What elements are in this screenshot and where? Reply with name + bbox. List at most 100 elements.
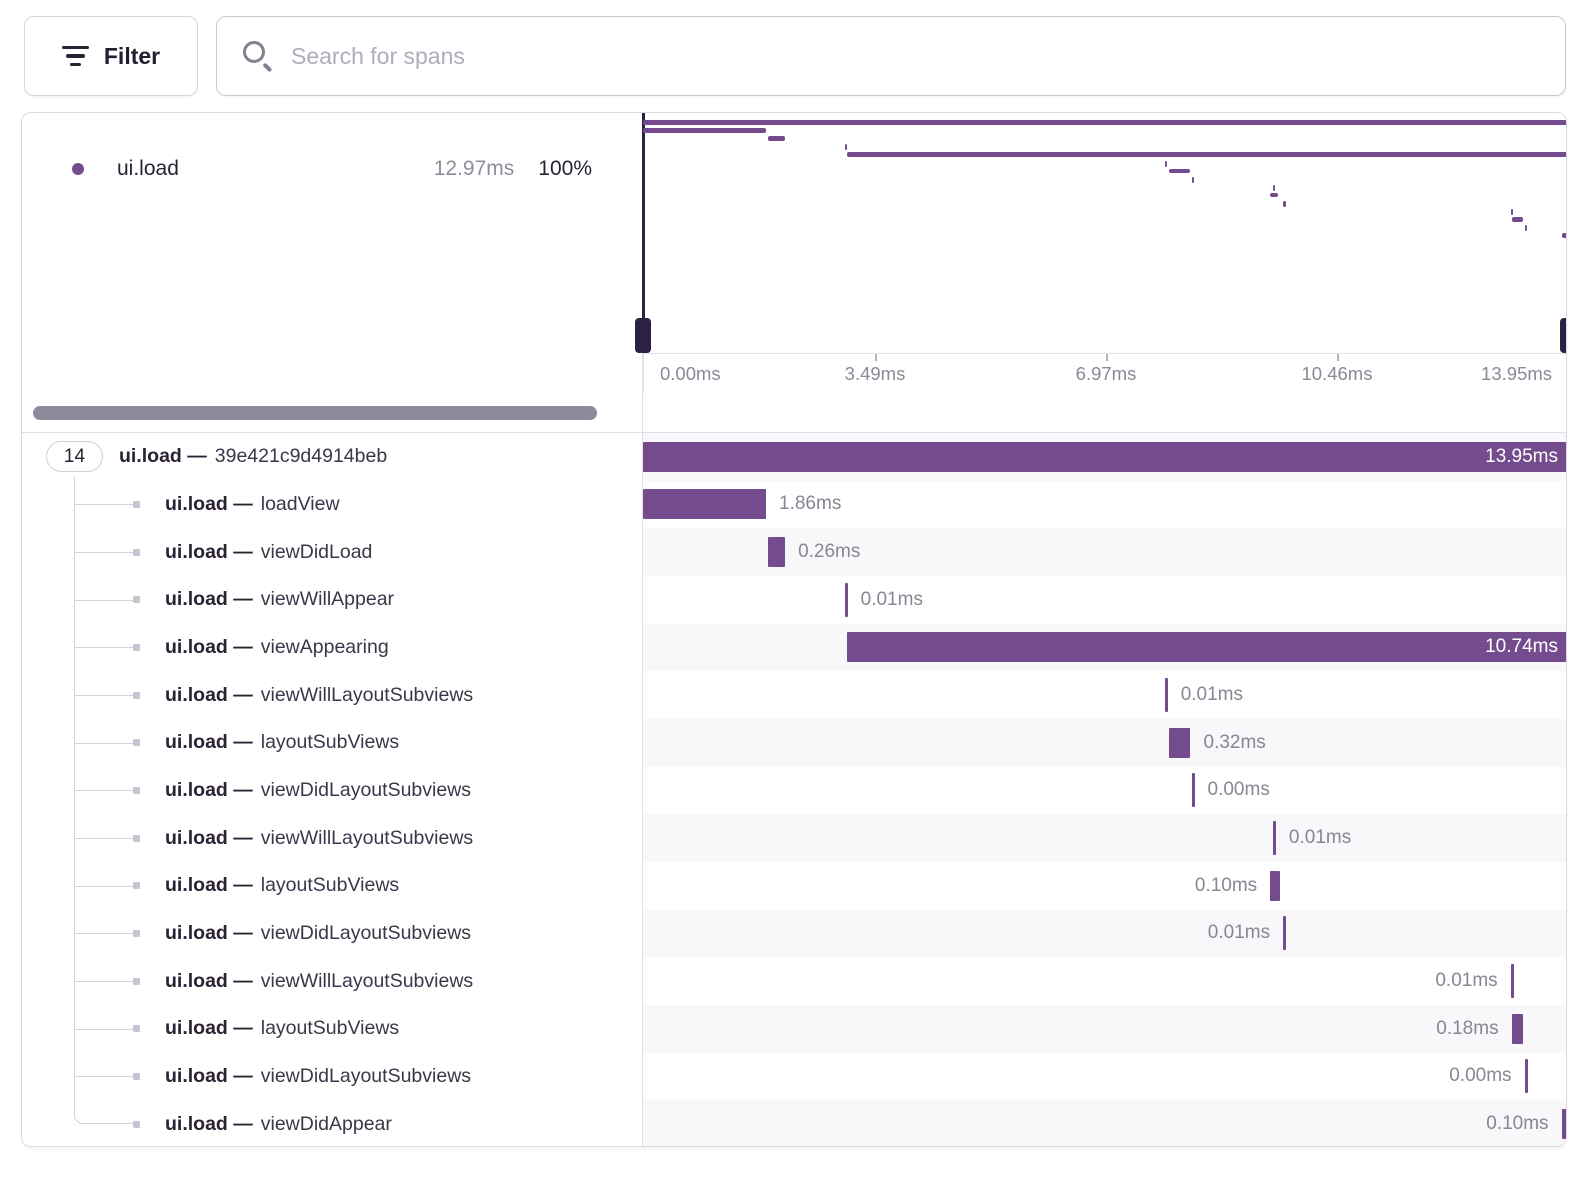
tree-connector-end (133, 691, 140, 699)
span-bar[interactable]: 10.74ms (847, 632, 1566, 663)
span-description: viewWillAppear (260, 588, 395, 611)
span-row-name-cell[interactable]: ui.load — viewDidLayoutSubviews (22, 1052, 643, 1101)
span-bar[interactable] (844, 582, 848, 617)
span-row[interactable]: 14 ui.load — 39e421c9d4914beb 13.95ms (22, 433, 1566, 481)
span-bar[interactable] (1524, 1059, 1528, 1094)
tree-connector-end (133, 929, 140, 937)
trace-panel: ui.load 12.97ms 100% 0.00ms 3.49ms 6.97m… (21, 112, 1567, 1147)
span-row[interactable]: ui.load — viewDidLayoutSubviews 0.00ms (22, 766, 1566, 815)
span-op: ui.load — (165, 492, 253, 515)
minimap-span (1561, 233, 1566, 238)
span-name: ui.load — viewWillLayoutSubviews (165, 957, 473, 1005)
span-row[interactable]: ui.load — layoutSubViews 0.10ms (22, 861, 1566, 910)
span-row-bar-cell[interactable]: 0.01ms (643, 576, 1566, 624)
tree-connector (74, 477, 75, 481)
span-row[interactable]: ui.load — viewAppearing 10.74ms (22, 623, 1566, 672)
span-row[interactable]: ui.load — viewWillLayoutSubviews 0.01ms (22, 957, 1566, 1005)
span-row-name-cell[interactable]: ui.load — layoutSubViews (22, 718, 643, 767)
span-bar[interactable] (1511, 1013, 1524, 1044)
tree-connector-end (133, 1120, 140, 1128)
span-bar[interactable] (767, 537, 786, 568)
tree-connector (74, 933, 136, 935)
span-row[interactable]: ui.load — viewWillLayoutSubviews 0.01ms (22, 814, 1566, 862)
span-row-bar-cell[interactable]: 13.95ms (643, 433, 1566, 481)
span-duration-label: 0.01ms (1180, 684, 1243, 706)
span-row-bar-cell[interactable]: 0.01ms (643, 814, 1566, 862)
span-row[interactable]: ui.load — viewDidAppear 0.10ms (22, 1099, 1566, 1146)
span-bar[interactable] (1561, 1108, 1566, 1139)
child-count-badge[interactable]: 14 (46, 441, 103, 472)
span-row-name-cell[interactable]: 14 ui.load — 39e421c9d4914beb (22, 433, 643, 481)
axis-tickmark (1106, 354, 1108, 361)
span-row-bar-cell[interactable]: 0.01ms (643, 909, 1566, 958)
span-description: viewDidLayoutSubviews (260, 1064, 472, 1087)
tree-connector (74, 504, 136, 506)
span-bar[interactable] (1510, 964, 1514, 999)
search-input[interactable] (291, 42, 1565, 70)
minimap-handle-left[interactable] (635, 318, 651, 353)
span-row-bar-cell[interactable]: 10.74ms (643, 623, 1566, 672)
span-duration-label: 0.01ms (1435, 970, 1498, 992)
span-row-name-cell[interactable]: ui.load — viewDidAppear (22, 1099, 643, 1146)
span-op: ui.load — (165, 1112, 253, 1135)
ops-breakdown-row[interactable]: ui.load 12.97ms 100% (22, 143, 642, 195)
span-duration-label: 10.74ms (1485, 636, 1558, 658)
span-op: ui.load — (165, 635, 253, 658)
span-bar[interactable] (1169, 727, 1191, 758)
span-row-bar-cell[interactable]: 0.00ms (643, 1053, 1566, 1101)
span-bar[interactable] (1191, 773, 1195, 808)
tree-connector-end (133, 834, 140, 842)
span-row[interactable]: ui.load — layoutSubViews 0.18ms (22, 1004, 1566, 1053)
span-row-bar-cell[interactable]: 0.01ms (643, 957, 1566, 1005)
span-row[interactable]: ui.load — loadView 1.86ms (22, 480, 1566, 529)
span-row-name-cell[interactable]: ui.load — layoutSubViews (22, 861, 643, 910)
span-row[interactable]: ui.load — viewDidLayoutSubviews 0.01ms (22, 909, 1566, 958)
span-row[interactable]: ui.load — layoutSubViews 0.32ms (22, 718, 1566, 767)
span-bar[interactable] (1164, 678, 1168, 713)
span-name: ui.load — viewWillLayoutSubviews (165, 814, 473, 862)
span-row-bar-cell[interactable]: 0.10ms (643, 862, 1566, 910)
span-bar[interactable] (1270, 870, 1281, 901)
span-description: layoutSubViews (260, 1017, 400, 1040)
minimap-span (847, 152, 1566, 157)
span-bar[interactable] (643, 489, 767, 520)
span-row[interactable]: ui.load — viewDidLoad 0.26ms (22, 528, 1566, 576)
span-name: ui.load — viewDidAppear (165, 1100, 392, 1146)
span-row-bar-cell[interactable]: 0.01ms (643, 671, 1566, 719)
horizontal-scrollbar-thumb[interactable] (33, 406, 597, 420)
filter-button[interactable]: Filter (24, 16, 198, 96)
tree-connector-end (133, 882, 140, 890)
span-row-bar-cell[interactable]: 0.10ms (643, 1100, 1566, 1146)
scrollbar-track[interactable] (22, 393, 643, 432)
span-search-box[interactable] (216, 16, 1566, 96)
span-row-bar-cell[interactable]: 0.26ms (643, 528, 1566, 576)
span-row-bar-cell[interactable]: 0.00ms (643, 767, 1566, 815)
span-row[interactable]: ui.load — viewDidLayoutSubviews 0.00ms (22, 1052, 1566, 1101)
minimap-handle-right[interactable] (1560, 318, 1566, 353)
span-row-name-cell[interactable]: ui.load — loadView (22, 480, 643, 529)
span-row-name-cell[interactable]: ui.load — viewWillLayoutSubviews (22, 957, 643, 1005)
span-row-name-cell[interactable]: ui.load — viewWillLayoutSubviews (22, 671, 643, 719)
span-op: ui.load — (119, 445, 207, 468)
span-row[interactable]: ui.load — viewWillLayoutSubviews 0.01ms (22, 671, 1566, 719)
span-row-name-cell[interactable]: ui.load — viewWillLayoutSubviews (22, 814, 643, 862)
minimap-span (1164, 160, 1168, 167)
span-bar[interactable] (1283, 916, 1287, 951)
span-row-name-cell[interactable]: ui.load — viewAppearing (22, 623, 643, 672)
axis-label-0: 0.00ms (660, 362, 721, 384)
trace-minimap[interactable] (635, 113, 1566, 353)
span-row-name-cell[interactable]: ui.load — viewWillAppear (22, 575, 643, 624)
span-bar[interactable] (1272, 821, 1276, 856)
span-row-name-cell[interactable]: ui.load — viewDidLayoutSubviews (22, 909, 643, 958)
axis-tickmark (875, 354, 877, 361)
span-duration-label: 0.32ms (1203, 731, 1266, 753)
span-row-bar-cell[interactable]: 1.86ms (643, 481, 1566, 529)
span-row-bar-cell[interactable]: 0.18ms (643, 1004, 1566, 1053)
span-row-name-cell[interactable]: ui.load — viewDidLoad (22, 528, 643, 576)
span-row-name-cell[interactable]: ui.load — viewDidLayoutSubviews (22, 766, 643, 815)
span-row-bar-cell[interactable]: 0.32ms (643, 718, 1566, 767)
tree-connector-end (133, 596, 140, 604)
span-bar[interactable]: 13.95ms (643, 441, 1566, 472)
span-row-name-cell[interactable]: ui.load — layoutSubViews (22, 1004, 643, 1053)
span-row[interactable]: ui.load — viewWillAppear 0.01ms (22, 575, 1566, 624)
